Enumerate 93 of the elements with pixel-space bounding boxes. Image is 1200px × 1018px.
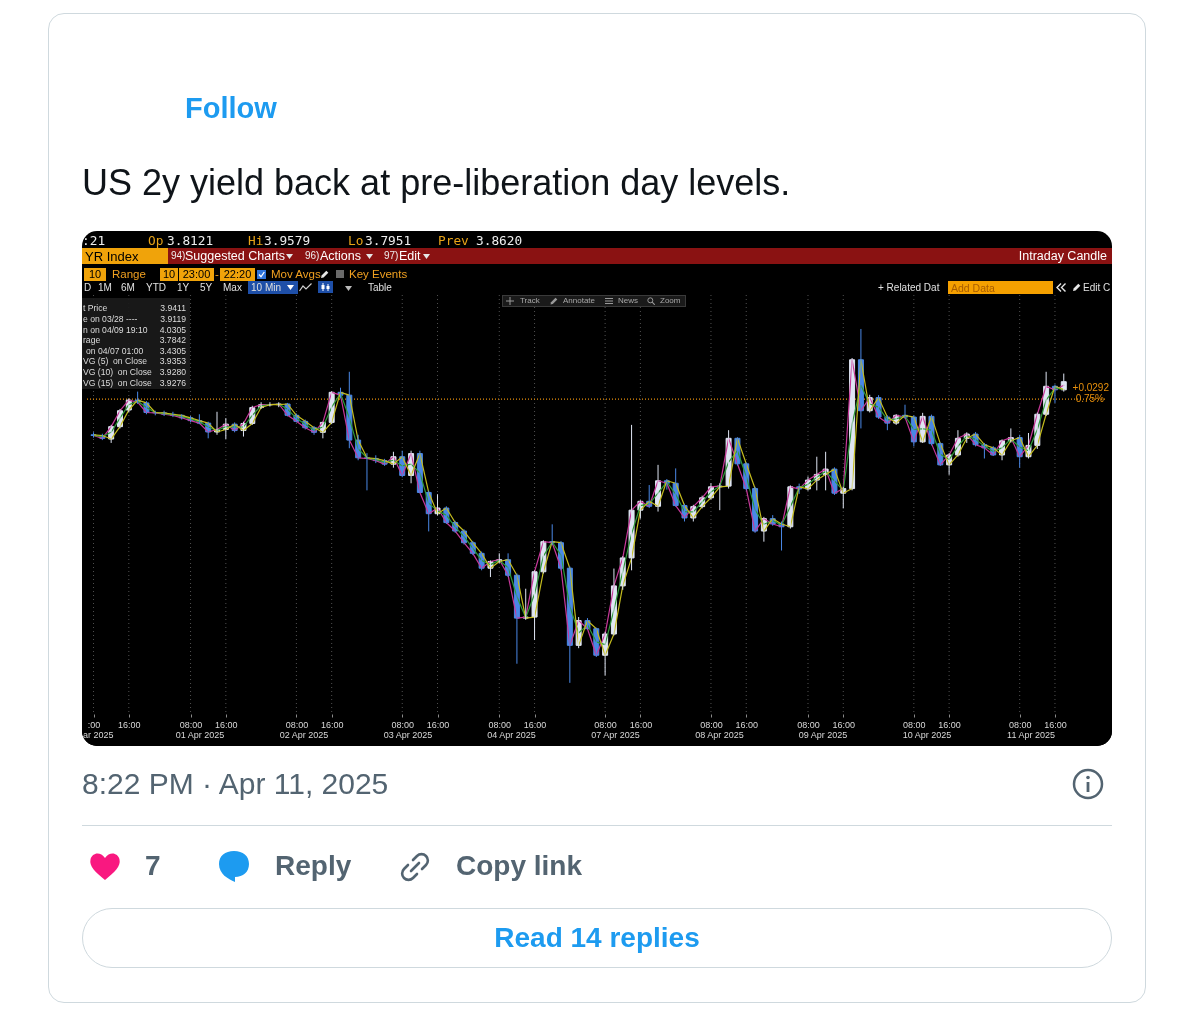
x-tick-label: 08:00 xyxy=(700,719,723,730)
annotation: 3.9276 xyxy=(159,378,186,388)
x-tick-label: 16:00 xyxy=(215,719,238,730)
x-tick-label: 16:00 xyxy=(1044,719,1067,730)
text: Key Events xyxy=(349,268,408,281)
text: 07 Apr 2025 xyxy=(591,729,640,741)
text: Add Data xyxy=(951,281,995,294)
text: YTD xyxy=(146,281,166,294)
x-tick-label: 08:00 xyxy=(594,719,617,730)
text: 96) xyxy=(305,250,320,262)
text: 8:22 PM · Apr 11, 2025 xyxy=(82,766,389,802)
annotation: 0.75% xyxy=(1075,393,1105,405)
text: Follow xyxy=(185,91,277,125)
text: 11 Apr 2025 xyxy=(1007,729,1055,741)
annotation: n on 04/09 19:10 xyxy=(83,324,148,335)
text: Lo xyxy=(348,232,364,248)
text: D xyxy=(84,281,92,294)
x-tick-label: 16:00 xyxy=(938,719,961,730)
x-tick-label: 16:00 xyxy=(832,719,856,730)
text: 1M xyxy=(98,281,112,294)
annotation: 3.9353 xyxy=(159,356,186,366)
text: News xyxy=(618,296,639,306)
x-tick-label: 08:00 xyxy=(179,719,203,730)
text: Zoom xyxy=(660,296,681,306)
text: 3.9411 xyxy=(160,303,186,313)
text: Table xyxy=(368,281,392,294)
text: ar 2025 xyxy=(83,729,114,741)
text: :21 xyxy=(82,232,106,248)
text: 10 Apr 2025 xyxy=(902,729,952,741)
text: 3.8121 xyxy=(167,232,214,248)
x-tick-label: 16:00 xyxy=(629,719,653,730)
x-tick-label: 16:00 xyxy=(118,719,141,730)
x-tick-label: 08:00 xyxy=(285,719,309,730)
text: YR Index xyxy=(85,248,139,264)
text: 6M xyxy=(121,281,135,294)
x-tick-label: 08:00 xyxy=(797,719,820,730)
annotation: 3.7842 xyxy=(159,335,186,345)
x-tick-label: 08:00 xyxy=(391,719,415,730)
x-tick-label: 16:00 xyxy=(426,719,450,730)
text: Mov Avgs xyxy=(271,268,321,281)
text: 04 Apr 2025 xyxy=(487,729,536,741)
text: +0.0292 xyxy=(1072,382,1109,394)
text: Hi xyxy=(248,232,264,248)
text: 3.7951 xyxy=(365,232,412,248)
text: Track xyxy=(520,296,540,306)
text: 08 Apr 2025 xyxy=(695,729,744,741)
text: 10 Min xyxy=(251,281,282,294)
text: 10 xyxy=(88,268,102,281)
text: Range xyxy=(112,268,146,281)
x-tick-label: 08:00 xyxy=(1008,719,1032,730)
text: Reply xyxy=(275,849,352,883)
text: 02 Apr 2025 xyxy=(279,729,329,741)
text: Read 14 replies xyxy=(494,921,700,955)
text: 1Y xyxy=(177,281,190,294)
text: 3.8620 xyxy=(476,232,523,248)
text: + Related Dat xyxy=(878,281,940,294)
text: 09 Apr 2025 xyxy=(798,729,848,741)
text: 7 xyxy=(145,849,161,883)
text: Prev xyxy=(438,232,469,248)
text: 5Y xyxy=(200,281,213,294)
annotation: 3.4305 xyxy=(159,345,186,356)
text: Intraday Candle xyxy=(1018,248,1107,264)
text: 03 Apr 2025 xyxy=(383,729,433,741)
text: - xyxy=(215,268,219,281)
text: t Price xyxy=(83,303,108,313)
x-tick-label: 08:00 xyxy=(488,719,512,730)
annotation: VG (15) on Close xyxy=(83,378,152,388)
text: 3.9119 xyxy=(160,314,186,324)
text: e on 03/28 ---- xyxy=(83,314,138,324)
annotation: 4.0305 xyxy=(159,324,186,335)
x-tick-label: :00 xyxy=(87,719,101,730)
chart-title: US 2y yield back at pre-liberation day levels. xyxy=(82,161,791,205)
text: 97) xyxy=(384,250,399,262)
text: Edit C xyxy=(1083,281,1111,294)
text: Actions xyxy=(320,248,361,264)
text: 01 Apr 2025 xyxy=(175,729,225,741)
annotation: on 04/07 01:00 xyxy=(86,345,144,356)
text: Max xyxy=(223,281,242,294)
x-tick-label: 08:00 xyxy=(903,719,926,730)
text: Copy link xyxy=(456,849,583,883)
text: Op xyxy=(148,232,164,248)
x-tick-label: 16:00 xyxy=(735,719,759,730)
text: Edit xyxy=(399,248,421,264)
text: 94) xyxy=(171,250,186,261)
annotation: rage xyxy=(83,335,101,345)
annotation: 3.9280 xyxy=(159,367,186,377)
x-tick-label: 16:00 xyxy=(320,719,344,730)
x-tick-label: 16:00 xyxy=(523,719,547,730)
text: Suggested Charts xyxy=(185,248,286,264)
text: 3.9579 xyxy=(264,232,311,248)
annotation: VG (10) on Close xyxy=(83,367,152,377)
annotation: VG (5) on Close xyxy=(83,356,147,366)
text: Annotate xyxy=(563,296,596,306)
